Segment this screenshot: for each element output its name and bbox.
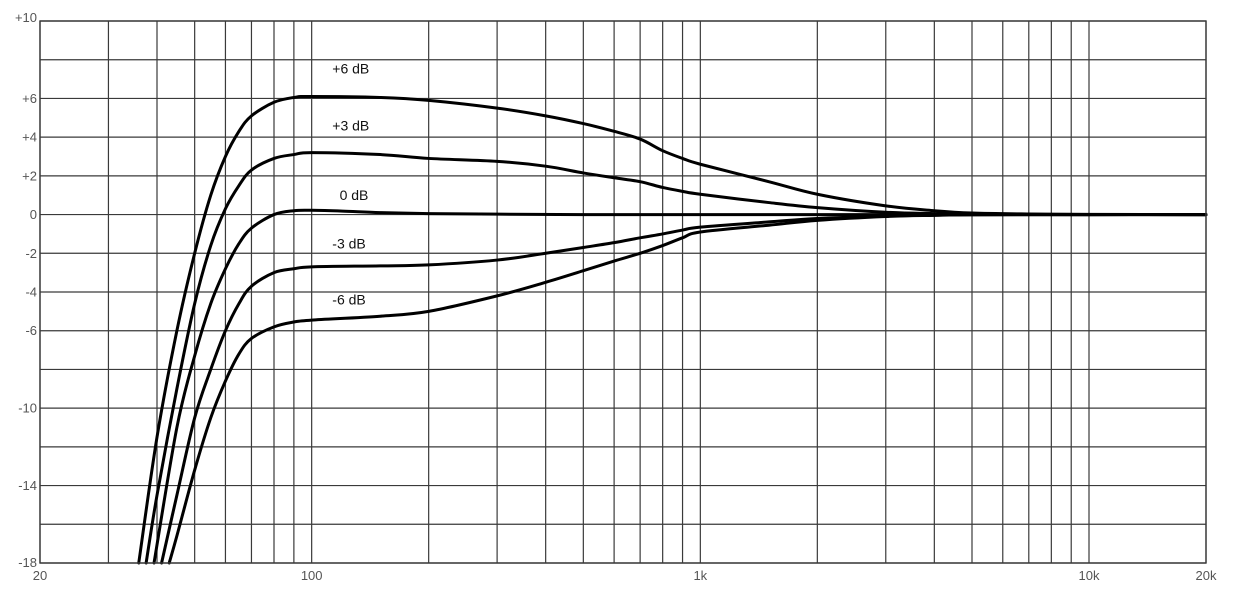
y-tick-label: +10: [15, 10, 37, 25]
x-tick-label: 10k: [1079, 568, 1100, 583]
curve-series-2: [152, 208, 1208, 565]
y-axis-ticks: +10 +6 +4 +2 0 -2 -4 -6 -10 -14 -18: [15, 10, 37, 570]
plot-frame: [39, 20, 1207, 564]
x-tick-label: 1k: [693, 568, 707, 583]
y-tick-label: -6: [25, 323, 37, 338]
y-tick-label: -14: [18, 478, 37, 493]
curve-series-3: [160, 213, 1208, 565]
y-tick-label: -18: [18, 555, 37, 570]
curve-series-1: [144, 151, 1208, 565]
series-labels: +6 dB +3 dB 0 dB -3 dB -6 dB: [332, 60, 369, 307]
curve-series-4: [167, 213, 1208, 565]
series-label: 0 dB: [340, 187, 369, 203]
series-label: +3 dB: [332, 117, 369, 133]
x-tick-label: 20k: [1196, 568, 1217, 583]
y-tick-label: 0: [30, 207, 37, 222]
y-tick-label: -2: [25, 246, 37, 261]
series-label: +6 dB: [332, 60, 369, 76]
x-axis-ticks: 20 100 1k 10k 20k: [33, 568, 1217, 583]
x-tick-label: 20: [33, 568, 47, 583]
y-tick-label: -10: [18, 401, 37, 416]
series-label: -6 dB: [332, 292, 365, 308]
curve-series-0: [137, 94, 1208, 565]
y-tick-label: -4: [25, 285, 37, 300]
series-label: -3 dB: [332, 235, 365, 251]
y-tick-label: +6: [22, 91, 37, 106]
y-tick-label: +2: [22, 168, 37, 183]
curves: [137, 94, 1208, 565]
x-tick-label: 100: [301, 568, 323, 583]
y-tick-label: +4: [22, 130, 37, 145]
